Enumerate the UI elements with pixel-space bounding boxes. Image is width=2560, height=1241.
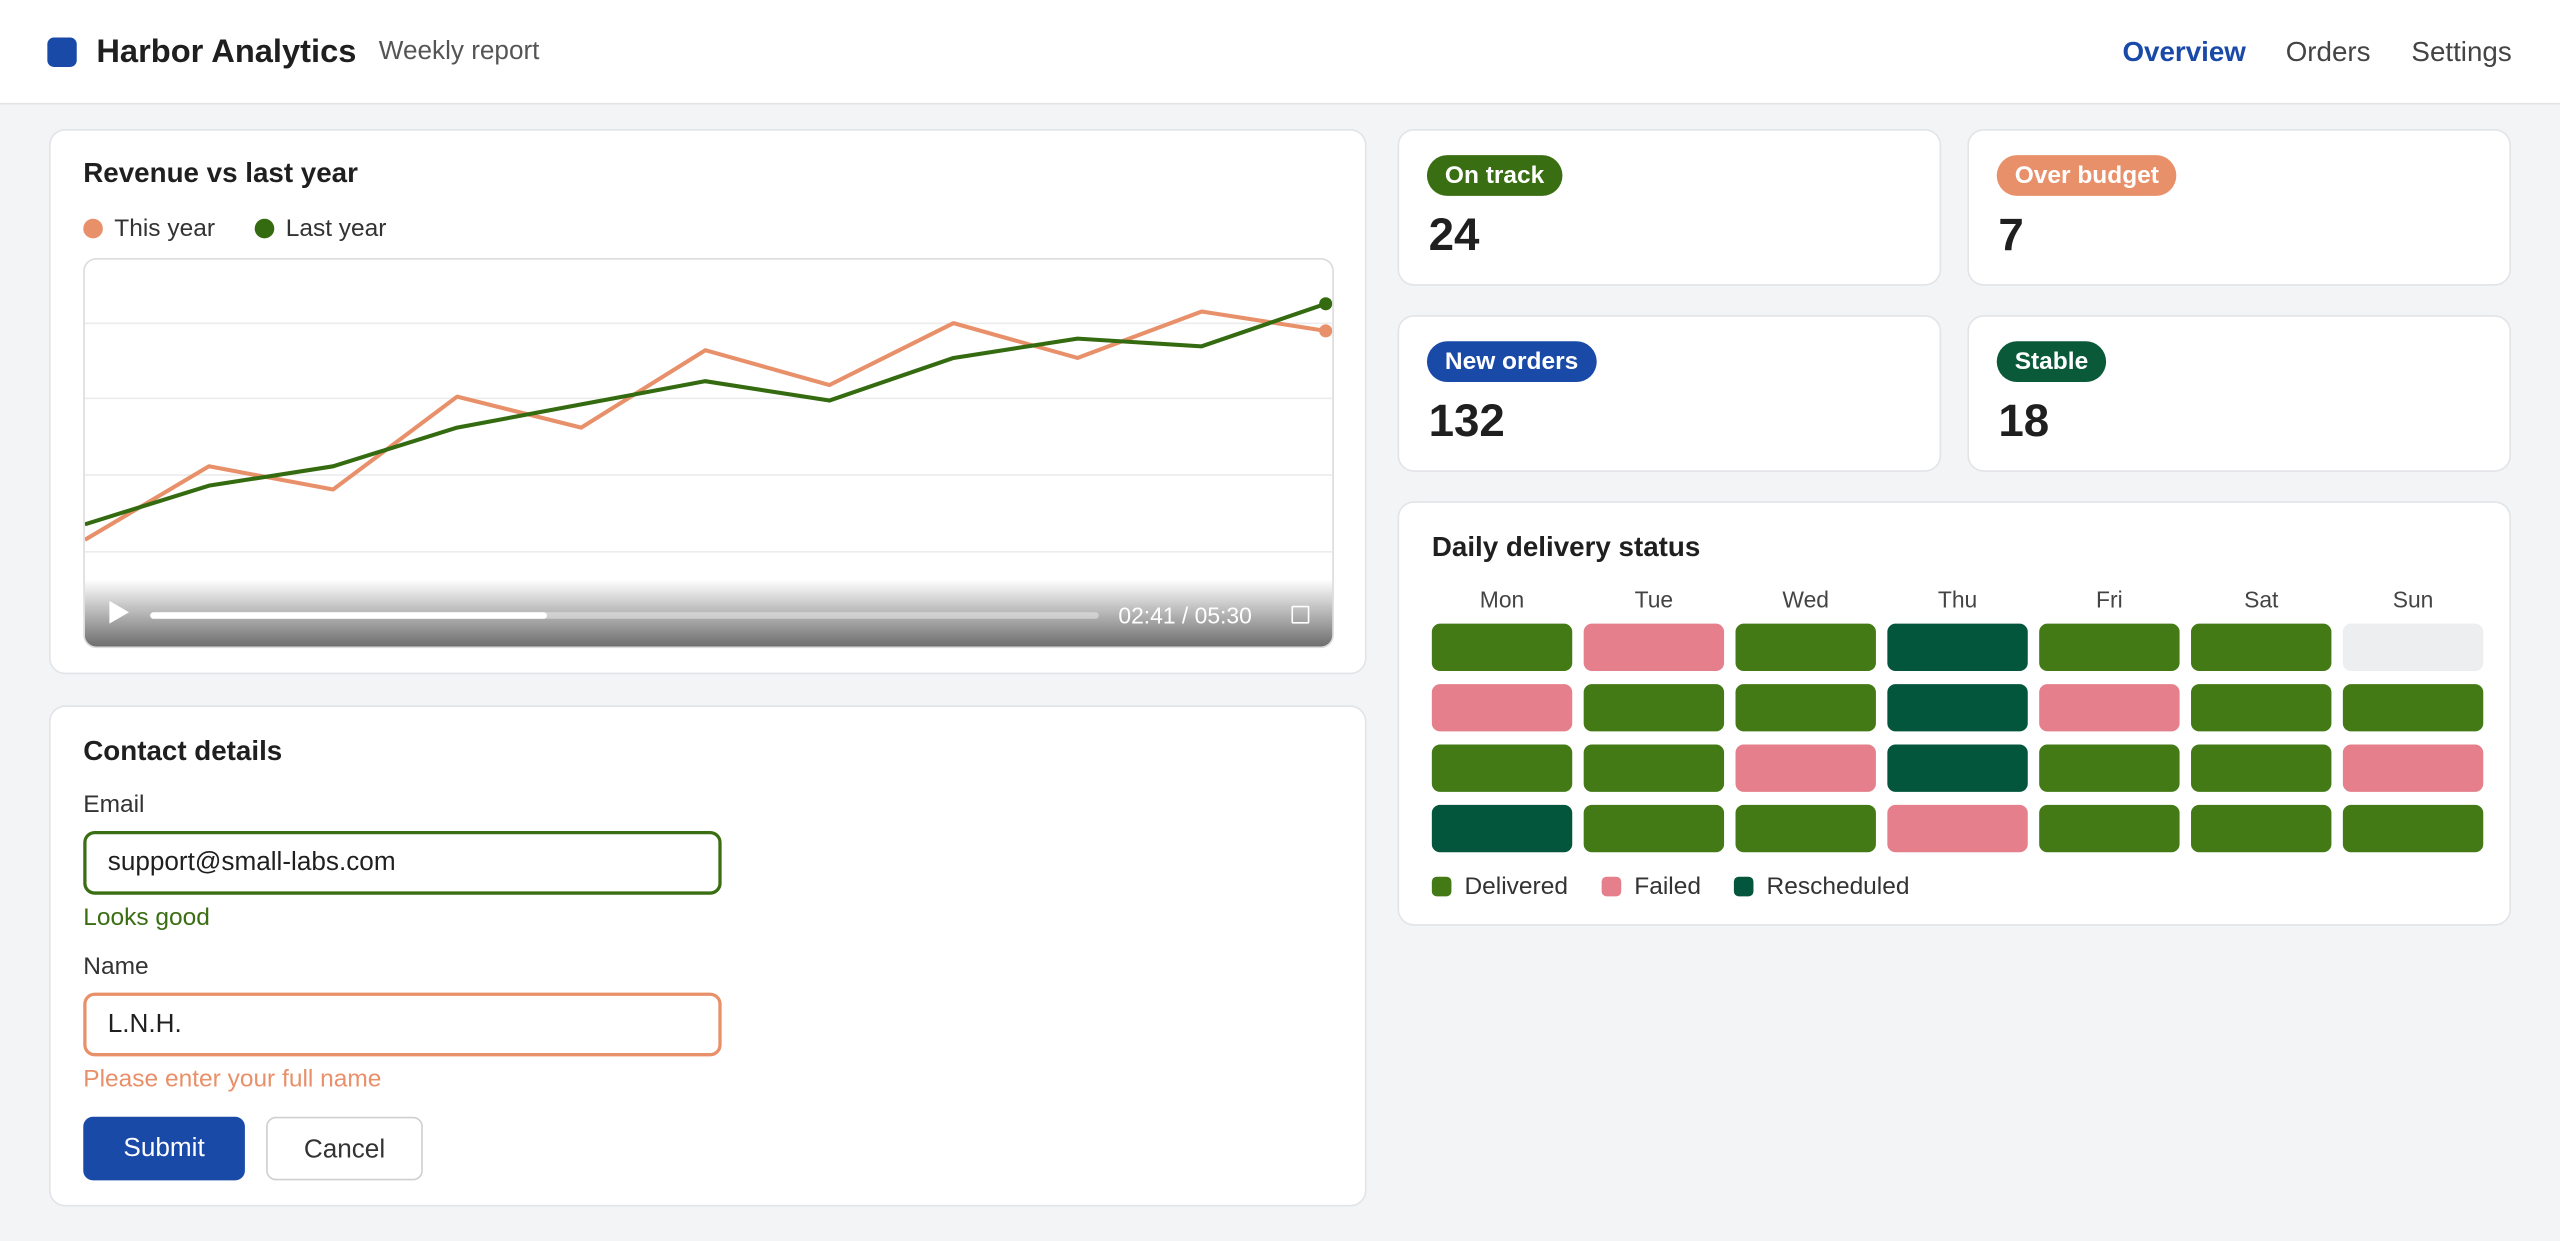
chart-title: Revenue vs last year [83,157,358,189]
legend-label: This year [114,214,215,243]
heatmap-cell [2191,804,2332,853]
kpi-badge: New orders [1426,341,1597,383]
heatmap-cell [1735,744,1876,792]
heatmap-card: Daily delivery status Mon Tue Wed Thu Fri Sat… [1397,501,2512,926]
kpi-value: 132 [1428,395,1505,446]
kpi-card: New orders 132 [1397,315,1942,472]
heatmap-cell [1887,623,2028,672]
end-point [1319,297,1333,311]
kpi-badge: On track [1426,155,1563,196]
heatmap-cell [1431,684,1573,732]
header: Harbor Analytics Weekly report Overview O… [0,0,2560,105]
heatmap-cell [2342,804,2484,853]
kpi-value: 18 [1998,395,2050,446]
heatmap-cell [1431,804,1573,853]
heatmap-cell [1431,623,1573,672]
video-player[interactable]: 02:41 / 05:30 [83,257,1334,649]
heatmap-cell [1735,623,1876,672]
fullscreen-button[interactable] [1291,605,1310,624]
nav-link[interactable]: Overview [2122,36,2246,68]
field-message: Please enter your full name [83,1065,382,1094]
form-card: Contact details Submit Cancel Email suppo… [48,705,1367,1207]
heatmap-cell [1887,744,2028,792]
legend-swatch [1733,876,1754,897]
progress-track[interactable] [150,612,1099,619]
day-label: Sat [2244,586,2279,613]
day-label: Wed [1782,586,1830,613]
chart-card: Revenue vs last year 02:41 / 05:30 This … [48,128,1367,675]
kpi-card: On track 24 [1397,128,1942,286]
day-label: Fri [2096,586,2123,613]
day-label: Mon [1479,586,1525,613]
heatmap-cell [1583,744,1725,792]
heatmap-cell [2342,744,2484,792]
legend-dot [254,218,275,239]
progress-fill [150,612,547,619]
legend-swatch [1601,876,1622,897]
line-series [84,309,1327,542]
legend-label: Failed [1634,872,1701,901]
heatmap-cell [1431,744,1573,792]
text-input[interactable]: L.N.H. [83,992,722,1057]
form-title: Contact details [83,735,283,767]
subtitle: Weekly report [378,37,540,66]
nav-link[interactable]: Orders [2285,36,2371,68]
heatmap-cell [2039,744,2180,792]
text-input[interactable]: support@small-labs.com [83,831,722,895]
heatmap-cell [2191,684,2332,732]
heatmap-cell [2039,623,2180,672]
line-series [84,301,1327,527]
heatmap-cell [1583,623,1725,672]
day-label: Tue [1634,586,1674,613]
heatmap-cell [1735,804,1876,853]
heatmap-cell [1583,684,1725,732]
kpi-card: Over budget 7 [1967,128,2512,286]
video-time: 02:41 / 05:30 [1118,602,1252,629]
heatmap-cell [2039,684,2180,732]
heatmap-title: Daily delivery status [1431,531,1701,563]
heatmap-cell [1735,684,1876,732]
chart [84,297,1333,553]
field-label: Email [83,791,145,819]
kpi-value: 7 [1998,208,2024,260]
legend-label: Rescheduled [1766,872,1910,901]
day-label: Thu [1937,586,1978,613]
legend-label: Delivered [1464,872,1568,901]
heatmap-cell [1583,804,1725,853]
kpi-badge: Stable [1996,341,2107,383]
heatmap-cell [1887,804,2028,853]
heatmap-cell [2039,804,2180,853]
heatmap-cell [2342,623,2484,672]
legend-label: Last year [285,214,387,243]
kpi-badge: Over budget [1996,155,2177,196]
legend-swatch [1431,876,1452,897]
heatmap-cell [2191,744,2332,792]
kpi-card: Stable 18 [1967,315,2512,472]
cancel-button[interactable]: Cancel [266,1116,423,1181]
legend-dot [83,218,103,239]
play-button[interactable] [108,599,131,625]
nav-link[interactable]: Settings [2411,36,2512,68]
submit-button[interactable]: Submit [83,1116,245,1181]
heatmap-cell [1887,684,2028,732]
logo [47,37,77,67]
day-label: Sun [2392,586,2434,613]
field-label: Name [83,952,149,981]
kpi-value: 24 [1428,208,1480,260]
field-message: Looks good [83,903,210,932]
heatmap-cell [2191,623,2332,672]
video-controls: 02:41 / 05:30 [84,579,1333,647]
heatmap-cell [2342,684,2484,732]
app-title: Harbor Analytics [96,34,357,71]
end-point [1319,324,1333,338]
